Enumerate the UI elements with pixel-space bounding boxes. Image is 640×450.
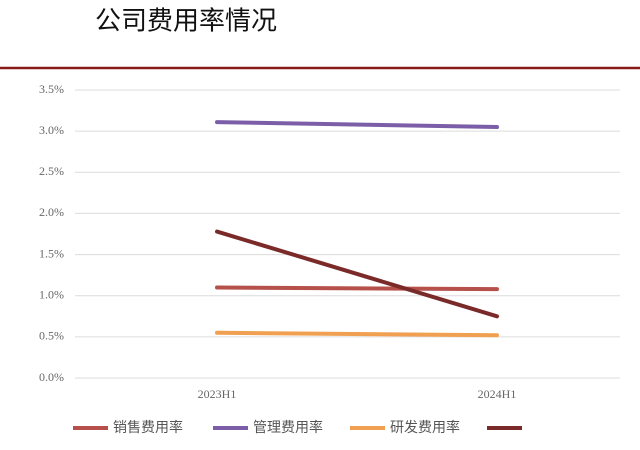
y-tick-label: 1.0% xyxy=(39,287,64,301)
chart-title: 公司费用率情况 xyxy=(95,7,277,37)
y-tick-label: 3.0% xyxy=(39,123,64,137)
x-tick-label: 2023H1 xyxy=(198,387,237,401)
legend-label: 研发费用率 xyxy=(390,419,460,436)
series-line xyxy=(215,229,499,319)
x-tick-label: 2024H1 xyxy=(478,387,517,401)
y-tick-label: 2.0% xyxy=(39,205,64,219)
y-tick-label: 0.0% xyxy=(39,370,64,384)
legend-label: 管理费用率 xyxy=(253,419,323,436)
y-tick-label: 1.5% xyxy=(39,246,64,260)
y-tick-label: 2.5% xyxy=(39,164,64,178)
series-line xyxy=(215,330,499,338)
legend-label: 销售费用率 xyxy=(113,419,183,436)
y-tick-label: 0.5% xyxy=(39,329,64,343)
series-line xyxy=(215,120,499,130)
series-line xyxy=(215,285,499,292)
y-tick-label: 3.5% xyxy=(39,82,64,96)
